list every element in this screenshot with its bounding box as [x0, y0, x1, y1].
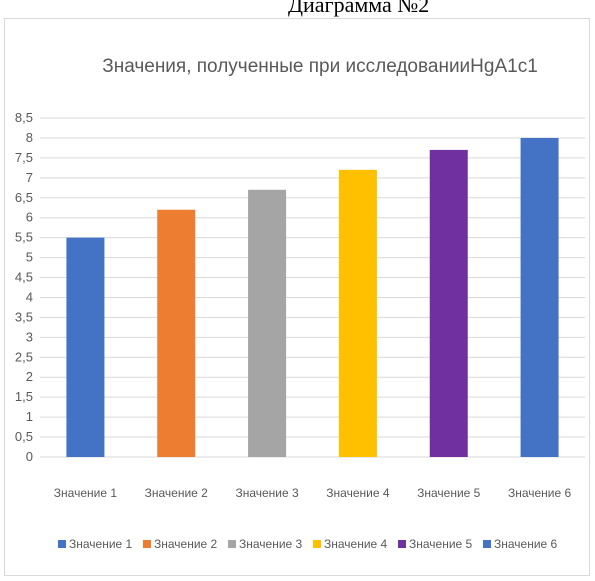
bar: [520, 137, 559, 458]
bar: [66, 237, 105, 457]
legend-swatch: [313, 540, 321, 548]
x-category-label: Значение 5: [417, 486, 481, 500]
legend-label: Значение 6: [494, 537, 558, 551]
legend-swatch: [228, 540, 236, 548]
y-tick-label: 2,5: [15, 349, 33, 364]
y-tick-label: 4: [26, 289, 33, 304]
legend-swatch: [143, 540, 151, 548]
chart-title: Значения, полученные при исследованииHgA…: [102, 56, 538, 77]
bar: [429, 149, 468, 457]
legend-swatch: [58, 540, 66, 548]
legend-label: Значение 5: [409, 537, 473, 551]
legend-label: Значение 1: [69, 537, 133, 551]
x-axis-categories: Значение 1 Значение 2 Значение 3 Значение 4…: [54, 486, 572, 500]
y-tick-label: 3,5: [15, 309, 33, 324]
y-tick-label: 2: [26, 369, 33, 384]
y-tick-label: 6,5: [15, 190, 33, 205]
bar: [338, 169, 377, 458]
legend: Значение 1 Значение 2 Значение 3 Значение 4…: [58, 537, 558, 551]
y-tick-label: 4,5: [15, 270, 33, 285]
y-tick-label: 8,5: [15, 110, 33, 125]
y-tick-label: 7: [26, 170, 33, 185]
x-category-label: Значение 2: [145, 486, 209, 500]
y-tick-label: 6: [26, 210, 33, 225]
bar: [248, 189, 287, 457]
gridlines: [40, 117, 585, 458]
legend-label: Значение 4: [324, 537, 388, 551]
y-tick-label: 7,5: [15, 150, 33, 165]
bars: [66, 137, 559, 458]
bar: [157, 209, 196, 457]
y-tick-label: 8: [26, 130, 33, 145]
y-tick-label: 5: [26, 250, 33, 265]
x-category-label: Значение 6: [508, 486, 572, 500]
diagram-caption: Диаграмма №2: [288, 0, 430, 17]
legend-swatch: [398, 540, 406, 548]
x-category-label: Значение 4: [326, 486, 390, 500]
y-tick-label: 1,5: [15, 389, 33, 404]
y-tick-label: 0: [26, 449, 33, 464]
y-tick-label: 5,5: [15, 230, 33, 245]
legend-label: Значение 2: [154, 537, 218, 551]
y-axis-ticks: 0 0,5 1 1,5 2 2,5 3 3,5 4 4,5 5 5,5 6 6,5 7 7,5 8 8,5: [15, 110, 33, 464]
legend-label: Значение 3: [239, 537, 303, 551]
x-category-label: Значение 1: [54, 486, 118, 500]
y-tick-label: 1: [26, 409, 33, 424]
x-category-label: Значение 3: [235, 486, 299, 500]
y-tick-label: 3: [26, 329, 33, 344]
y-tick-label: 0,5: [15, 429, 33, 444]
legend-swatch: [483, 540, 491, 548]
